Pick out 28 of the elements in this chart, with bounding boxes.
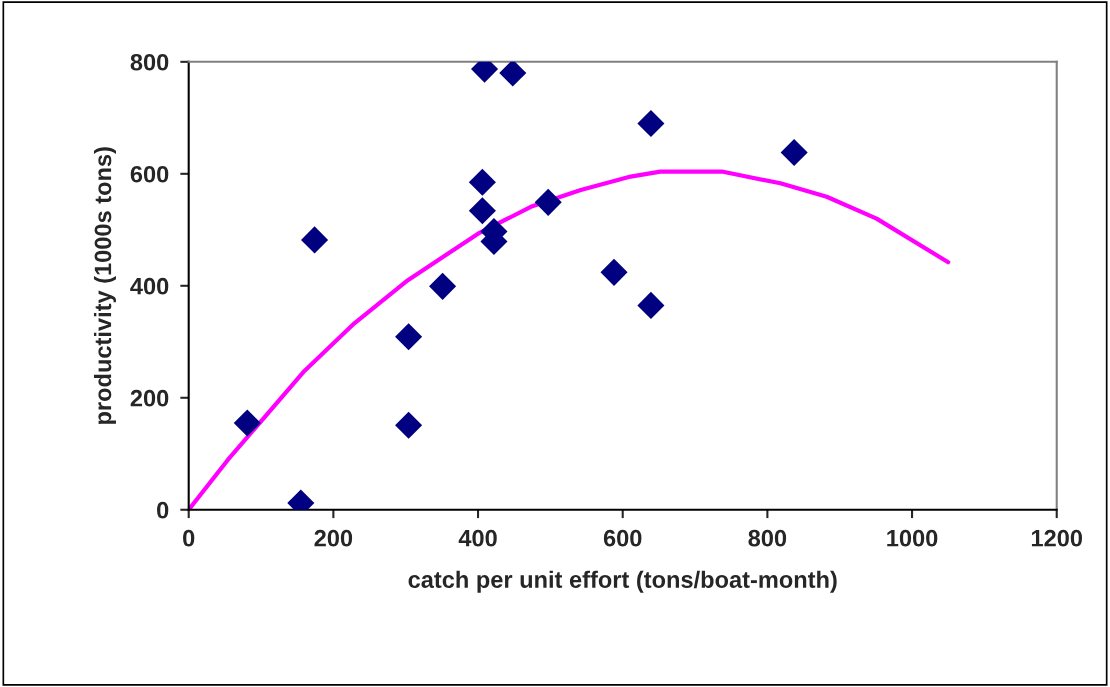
line-series [188,169,951,510]
x-tick-label: 0 [183,529,195,547]
point [499,61,527,87]
y-tick-label: 400 [130,277,169,295]
point [534,188,562,216]
y-axis-title: productivity (1000s tons) [93,147,116,424]
x-tick-label: 1200 [1031,529,1083,547]
x-tick-label: 200 [314,529,353,547]
point [780,139,808,167]
point [468,168,496,196]
y-tick-label: 800 [130,53,169,71]
x-tick-label: 800 [748,529,787,547]
point [395,323,423,351]
point [233,409,261,437]
y-tick-label: 600 [130,165,169,183]
x-tick-label: 1000 [887,529,938,547]
point [600,258,628,286]
point [468,197,496,225]
x-tick-label: 600 [603,529,642,547]
point [637,291,665,319]
y-tick-label: 0 [157,501,169,519]
point [637,109,665,137]
point [301,226,329,254]
point [429,272,457,300]
y-tick-label: 200 [130,389,169,407]
x-tick-label: 400 [458,529,497,547]
point [395,411,423,439]
x-axis-title: catch per unit effort (tons/boat-month) [408,570,837,593]
